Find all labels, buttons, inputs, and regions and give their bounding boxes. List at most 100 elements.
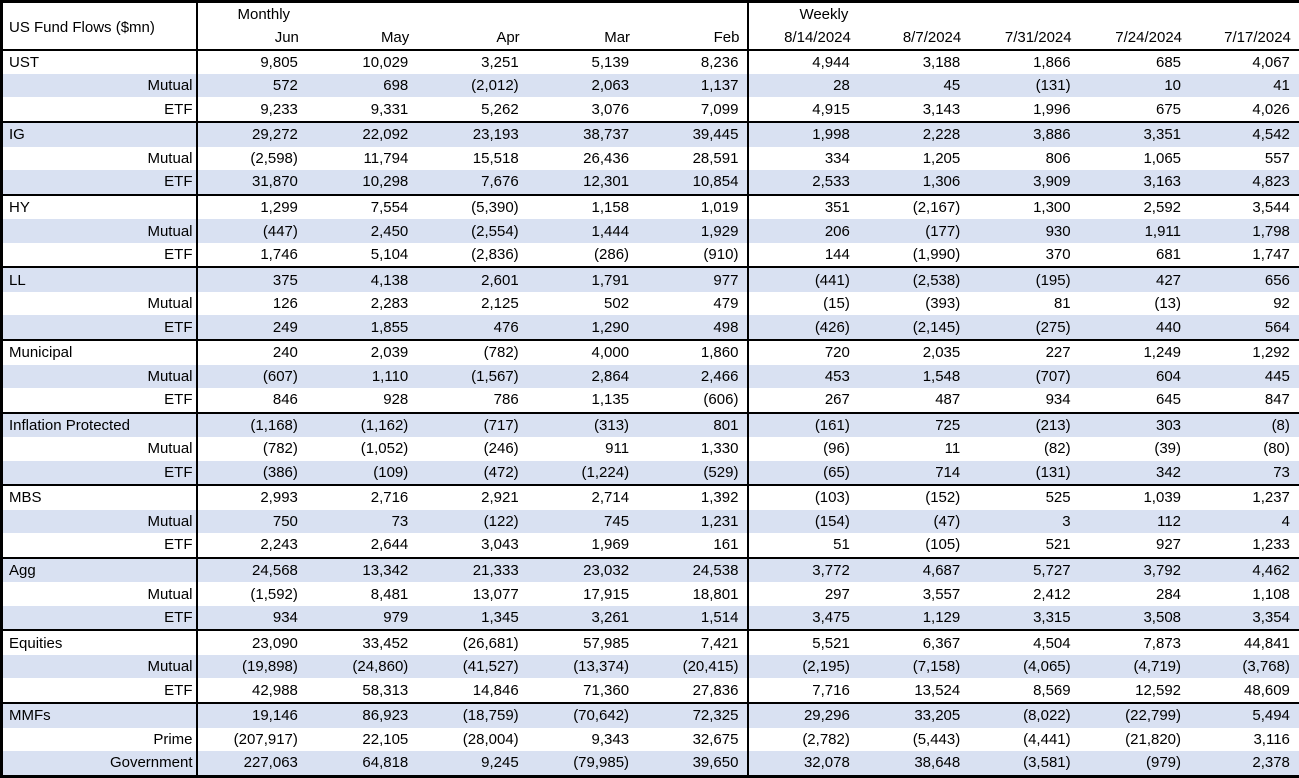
table-cell-value: 928 xyxy=(383,391,409,409)
table-cell-value: 1,514 xyxy=(638,605,750,631)
table-cell-value: 3,315 xyxy=(1033,609,1071,627)
table-cell-value: 7,716 xyxy=(812,681,850,699)
table-cell-value: 7,554 xyxy=(370,199,409,217)
row-label-sub: Mutual xyxy=(1,437,198,461)
column-header-date: 8/14/2024 xyxy=(784,28,851,46)
table-cell-value: 1,110 xyxy=(371,367,409,385)
table-cell-value: (1,567) xyxy=(471,367,519,385)
table-cell-value: (65) xyxy=(823,463,850,481)
table-cell-value: (246) xyxy=(483,440,519,458)
table-header: US Fund Flows ($mn) Monthly Weekly Jun Ma… xyxy=(1,1,1299,50)
table-cell-value: 1,855 xyxy=(370,318,409,336)
table-cell-value: 57,985 xyxy=(583,634,630,652)
table-cell-value: 249 xyxy=(272,318,298,336)
table-row: Mutual (607) 1,110 (1,567) 2,864 2,466 453 1,54… xyxy=(1,364,1299,388)
column-header-date: 8/7/2024 xyxy=(902,28,962,46)
table-cell-value: 7,676 xyxy=(481,173,519,191)
table-cell-value: 23,193 xyxy=(472,126,519,144)
table-cell-value: 1,137 xyxy=(638,74,750,98)
table-cell-value: (15) xyxy=(823,295,850,313)
table-cell-value: 81 xyxy=(1053,295,1071,313)
table-cell-value: 1,345 xyxy=(481,609,519,627)
column-header-month: May xyxy=(380,28,410,46)
table-cell-value: 4,462 xyxy=(1252,562,1290,580)
table-cell-value: 934 xyxy=(1045,391,1071,409)
table-cell-value: 4,504 xyxy=(1033,634,1071,652)
table-cell-value: 847 xyxy=(1264,391,1290,409)
table-cell-value: 1,998 xyxy=(812,126,850,144)
table-cell-value: 557 xyxy=(1264,149,1290,167)
table-cell-value: 656 xyxy=(1264,271,1290,289)
row-label-sub: Government xyxy=(1,750,198,777)
table-cell-value: 7,099 xyxy=(638,97,750,123)
column-header-date: 7/17/2024 xyxy=(1224,28,1291,46)
table-cell-value: 22,092 xyxy=(362,126,409,144)
row-label-category: Inflation Protected xyxy=(1,412,198,438)
table-cell-value: (4,441) xyxy=(1023,730,1071,748)
table-cell-value: 3,475 xyxy=(812,609,850,627)
table-cell-value: 23,032 xyxy=(583,562,630,580)
table-cell-value: 930 xyxy=(1045,222,1071,240)
table-cell-value: 2,644 xyxy=(370,536,409,554)
table-cell-value: 31,870 xyxy=(252,173,298,191)
table-cell-value: (20,415) xyxy=(638,655,750,679)
table-cell-value: 4,067 xyxy=(1252,53,1290,71)
table-cell-value: 8,569 xyxy=(1033,681,1071,699)
table-cell-value: (782) xyxy=(483,344,519,362)
table-cell-value: 9,245 xyxy=(481,754,519,772)
table-cell-value: 3,557 xyxy=(922,585,961,603)
table-cell-value: (152) xyxy=(925,489,961,507)
table-cell-value: 3,261 xyxy=(591,609,630,627)
table-cell-value: (105) xyxy=(925,536,961,554)
table-cell-value: 2,601 xyxy=(481,271,519,289)
table-cell-value: 39,445 xyxy=(638,122,750,147)
table-cell-value: 1,290 xyxy=(591,318,630,336)
table-cell-value: 2,125 xyxy=(481,295,519,313)
row-label-sub: ETF xyxy=(1,242,198,268)
table-cell-value: 227,063 xyxy=(243,754,298,772)
table-cell-value: 5,262 xyxy=(481,100,519,118)
table-row: Mutual 126 2,283 2,125 502 479 (15) (393) 81 (13)… xyxy=(1,291,1299,316)
table-row: ETF 1,746 5,104 (2,836) (286) (910) 144 (1,990)… xyxy=(1,242,1299,268)
table-cell-value: (13,374) xyxy=(573,658,630,676)
table-cell-value: 681 xyxy=(1155,246,1182,263)
table-cell-value: 303 xyxy=(1155,416,1182,434)
table-cell-value: (4,065) xyxy=(1023,658,1071,676)
table-cell-value: (28,004) xyxy=(462,730,519,748)
table-row: HY 1,299 7,554 (5,390) 1,158 1,019 351 (2,167) 1… xyxy=(1,194,1299,220)
row-label-category: IG xyxy=(1,122,198,147)
table-cell-value: 1,746 xyxy=(260,246,298,263)
table-cell-value: 2,039 xyxy=(370,344,409,362)
table-row: Agg 24,568 13,342 21,333 23,032 24,538 3,772 4,… xyxy=(1,557,1299,583)
table-cell-value: 29,272 xyxy=(252,126,298,144)
table-cell-value: (70,642) xyxy=(573,707,630,725)
table-cell-value: 2,592 xyxy=(1143,199,1182,217)
table-cell-value: 64,818 xyxy=(362,754,409,772)
table-cell-value: 2,466 xyxy=(638,364,750,388)
column-header-date: 7/24/2024 xyxy=(1115,28,1183,46)
table-cell-value: (1,990) xyxy=(912,246,961,263)
table-cell-value: 698 xyxy=(383,77,409,95)
table-cell-value: 1,306 xyxy=(922,173,961,191)
table-cell-value: 572 xyxy=(272,77,298,95)
row-label-sub: ETF xyxy=(1,460,198,486)
table-cell-value: 1,330 xyxy=(638,437,750,461)
table-cell-value: (707) xyxy=(1035,367,1071,385)
table-cell-value: 14,846 xyxy=(472,681,519,699)
table-cell-value: (2,598) xyxy=(250,149,298,167)
table-row: Prime (207,917) 22,105 (28,004) 9,343 32,675 (… xyxy=(1,727,1299,751)
table-cell-value: (1,592) xyxy=(250,585,298,603)
table-cell-value: 479 xyxy=(638,291,750,316)
table-cell-value: 934 xyxy=(272,609,298,627)
table-cell-value: 714 xyxy=(935,463,961,481)
table-cell-value: (472) xyxy=(483,463,519,481)
row-label-category: LL xyxy=(1,267,198,292)
table-cell-value: 2,228 xyxy=(922,126,961,144)
table-row: Equities 23,090 33,452 (26,681) 57,985 7,421 5… xyxy=(1,630,1299,656)
column-header-month: Jun xyxy=(274,28,299,46)
table-cell-value: 725 xyxy=(935,416,961,434)
table-cell-value: 1,911 xyxy=(1144,222,1182,240)
table-cell-value: (782) xyxy=(262,440,298,458)
table-cell-value: 240 xyxy=(272,344,298,362)
table-cell-value: 32,078 xyxy=(803,754,850,772)
